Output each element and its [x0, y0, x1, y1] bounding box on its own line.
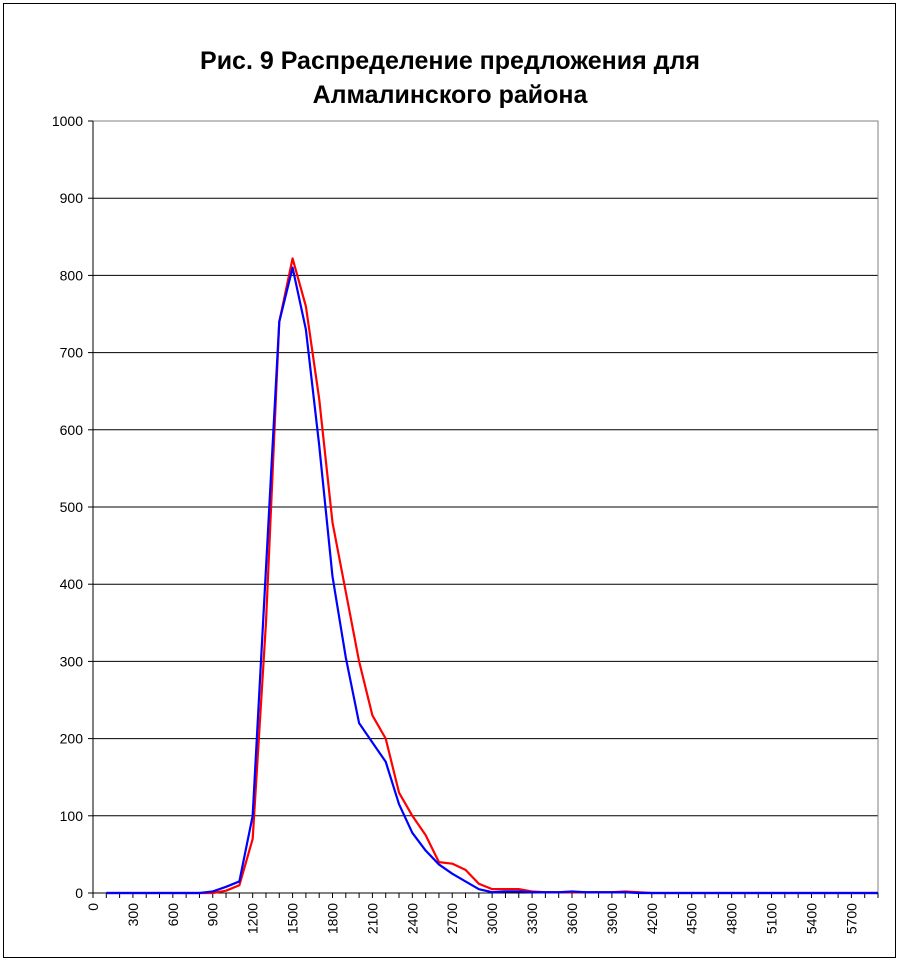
axes — [88, 120, 879, 898]
x-tick-label: 2100 — [364, 903, 380, 934]
x-tick-label: 3300 — [524, 903, 540, 934]
x-tick-label: 3000 — [484, 903, 500, 934]
y-tick-label: 1000 — [52, 113, 83, 129]
y-tick-label: 700 — [60, 345, 84, 361]
x-tick-label: 300 — [125, 903, 141, 927]
chart-frame — [3, 3, 896, 958]
x-tick-label: 1800 — [324, 903, 340, 934]
series-lines — [106, 257, 878, 895]
x-tick-label: 0 — [85, 903, 101, 911]
chart-title: Рис. 9 Распределение предложения для Алм… — [0, 44, 900, 112]
x-tick-label: 3600 — [564, 903, 580, 934]
x-tick-label: 5100 — [764, 903, 780, 934]
x-tick-label: 4500 — [684, 903, 700, 934]
x-tick-label: 3900 — [604, 903, 620, 934]
x-tick-label: 2700 — [444, 903, 460, 934]
chart-title-line-2: Алмалинского района — [312, 81, 588, 109]
x-tick-label: 5400 — [803, 903, 819, 934]
y-tick-label: 600 — [60, 422, 84, 438]
x-tick-label: 2400 — [404, 903, 420, 934]
chart-title-line-1: Рис. 9 Распределение предложения для — [200, 47, 700, 75]
y-tick-label: 500 — [60, 499, 84, 515]
series-line-1 — [106, 257, 878, 895]
x-tick-labels: 0 300 600 900 1200 1500 1800 2100 2400 2700 3000 33… — [85, 903, 859, 934]
y-tick-label: 900 — [60, 190, 84, 206]
x-tick-label: 5700 — [843, 903, 859, 934]
y-tick-label: 200 — [60, 731, 84, 747]
x-tick-label: 600 — [165, 903, 181, 927]
x-tick-label: 900 — [205, 903, 221, 927]
series-line-2 — [106, 266, 878, 895]
x-tick-label: 4800 — [724, 903, 740, 934]
y-tick-label: 800 — [60, 267, 84, 283]
x-tick-label: 4200 — [644, 903, 660, 934]
gridlines — [93, 120, 878, 817]
x-tick-label: 1200 — [245, 903, 261, 934]
y-tick-label: 100 — [60, 808, 84, 824]
y-tick-labels: 0 100 200 300 400 500 600 700 800 900 1000 — [52, 113, 83, 901]
x-tick-label: 1500 — [285, 903, 301, 934]
y-tick-label: 0 — [75, 885, 83, 901]
y-tick-label: 300 — [60, 653, 84, 669]
y-tick-label: 400 — [60, 576, 84, 592]
